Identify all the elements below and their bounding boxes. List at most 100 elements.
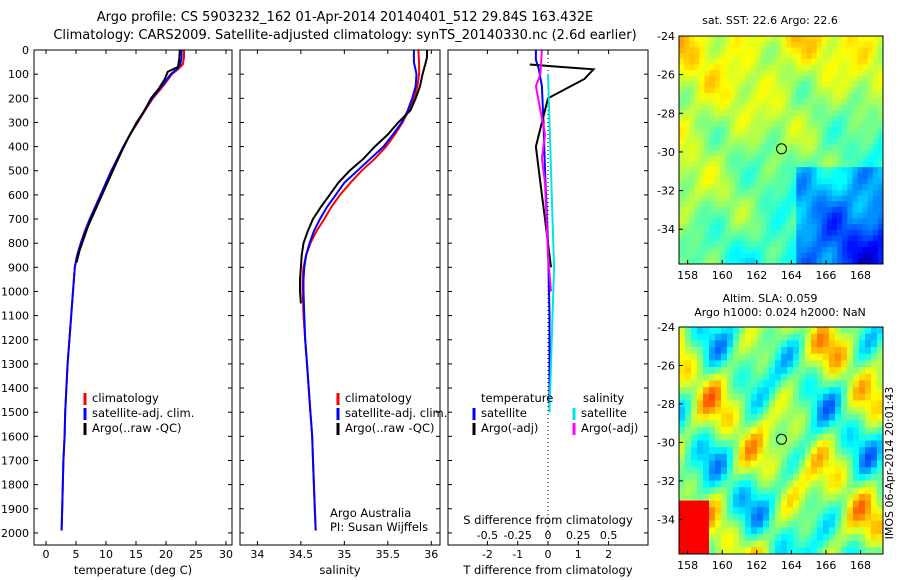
sst-map-cell (679, 75, 685, 82)
sst-map-cell (770, 229, 777, 236)
sla-map-cell (721, 453, 728, 461)
sst-map-cell (694, 252, 700, 259)
sst-map-cell (704, 155, 710, 162)
sst-map-cell (699, 110, 705, 117)
sla-map-cell (853, 387, 860, 395)
sst-map-cell (832, 150, 838, 156)
sst-map-cell (806, 138, 812, 145)
sst-map-cell (806, 235, 812, 242)
sst-map-cell (847, 212, 853, 219)
sla-map-cell (721, 327, 728, 334)
legend-t-satellite: satellite (481, 406, 527, 420)
sla-map-cell (757, 373, 764, 381)
sla-map-cell (871, 380, 878, 388)
sst-map-cell (826, 41, 833, 48)
sla-map-cell (877, 467, 884, 475)
sla-map-cell (775, 440, 782, 448)
sla-map-cell (877, 547, 884, 555)
sst-map-cell (826, 47, 833, 54)
sst-map-cell (740, 70, 746, 77)
sst-map-cell (719, 98, 726, 105)
sst-map-cell (832, 41, 838, 48)
sst-map-cell (740, 75, 746, 82)
sla-map-cell (823, 393, 830, 401)
sst-map-cell (862, 201, 868, 208)
sla-map-cell (787, 447, 794, 455)
sst-map-cell (679, 161, 685, 168)
sst-map-cell (679, 64, 685, 71)
sla-map-cell (733, 520, 740, 528)
sst-map-cell (837, 104, 843, 111)
sst-map-cell (730, 229, 736, 236)
sst-map-cell (877, 98, 884, 105)
sst-map-cell (704, 121, 710, 128)
sla-map-cell (817, 367, 824, 375)
sst-map-cell (821, 189, 828, 196)
sst-map-cell (796, 75, 802, 82)
sla-map-cell (853, 520, 860, 528)
depth-tick-label: 1500 (1, 406, 29, 419)
sst-map-cell (750, 229, 756, 236)
sla-map-cell (751, 507, 758, 515)
sst-map-cell (867, 235, 874, 242)
sst-map-cell (684, 64, 690, 71)
sla-map-cell (769, 540, 776, 548)
sla-map-cell (829, 467, 836, 475)
sla-map-cell (841, 533, 848, 541)
sla-map-cell (811, 420, 818, 428)
sst-map-cell (689, 161, 695, 168)
sst-map-cell (821, 155, 828, 162)
sst-map-cell (862, 155, 868, 162)
difference-profile-xtick-label: 1 (575, 548, 582, 561)
sla-map-cell (841, 347, 848, 355)
sst-map-cell (847, 258, 853, 265)
sst-map-cell (765, 127, 772, 134)
sla-map-ytick-label: -30 (657, 436, 675, 449)
sla-map-cell (697, 420, 704, 428)
sst-map-cell (684, 58, 690, 65)
sla-map-cell (865, 360, 872, 368)
sla-map-cell (697, 353, 704, 361)
sla-map-cell (763, 360, 770, 368)
sla-map-cell (775, 393, 782, 401)
sla-map-cell (817, 440, 824, 448)
sst-map-cell (821, 224, 828, 231)
sst-map-cell (760, 138, 766, 145)
sst-map-cell (684, 115, 690, 122)
sst-map-cell (811, 64, 817, 71)
sst-map-cell (699, 64, 705, 71)
sst-map-cell (735, 93, 741, 99)
sla-map-cell (679, 420, 686, 428)
sla-map-cell (793, 327, 800, 334)
sla-map-cell (691, 480, 698, 488)
sla-map-cell (727, 347, 734, 355)
sla-map-cell (817, 460, 824, 468)
sst-map-cell (740, 161, 746, 168)
sla-map-cell (865, 353, 872, 361)
sst-map-cell (689, 87, 695, 94)
sla-map-cell (697, 467, 704, 475)
sst-map-cell (811, 98, 817, 105)
sst-map-cell (740, 167, 746, 174)
sst-map-cell (765, 70, 772, 77)
sla-map-cell (781, 480, 788, 488)
sst-map-cell (679, 184, 685, 191)
sst-map-cell (755, 104, 761, 111)
sst-map-cell (791, 195, 797, 202)
sst-map-cell (872, 178, 879, 185)
sst-map-cell (755, 98, 761, 105)
sst-map-cell (867, 229, 874, 236)
sst-map-cell (775, 212, 782, 219)
sst-map-cell (770, 47, 777, 54)
sla-map-cell (739, 347, 746, 355)
sst-map-cell (862, 36, 868, 42)
sla-map-cell (799, 400, 806, 408)
sst-map-cell (745, 155, 751, 162)
sla-map-cell (853, 533, 860, 541)
sst-map-cell (852, 241, 858, 248)
sla-map-cell (727, 520, 734, 528)
sla-map-cell (835, 367, 842, 375)
sst-map-cell (801, 241, 807, 248)
sst-map-cell (709, 150, 715, 156)
sla-map-xtick-label: 162 (746, 559, 767, 572)
